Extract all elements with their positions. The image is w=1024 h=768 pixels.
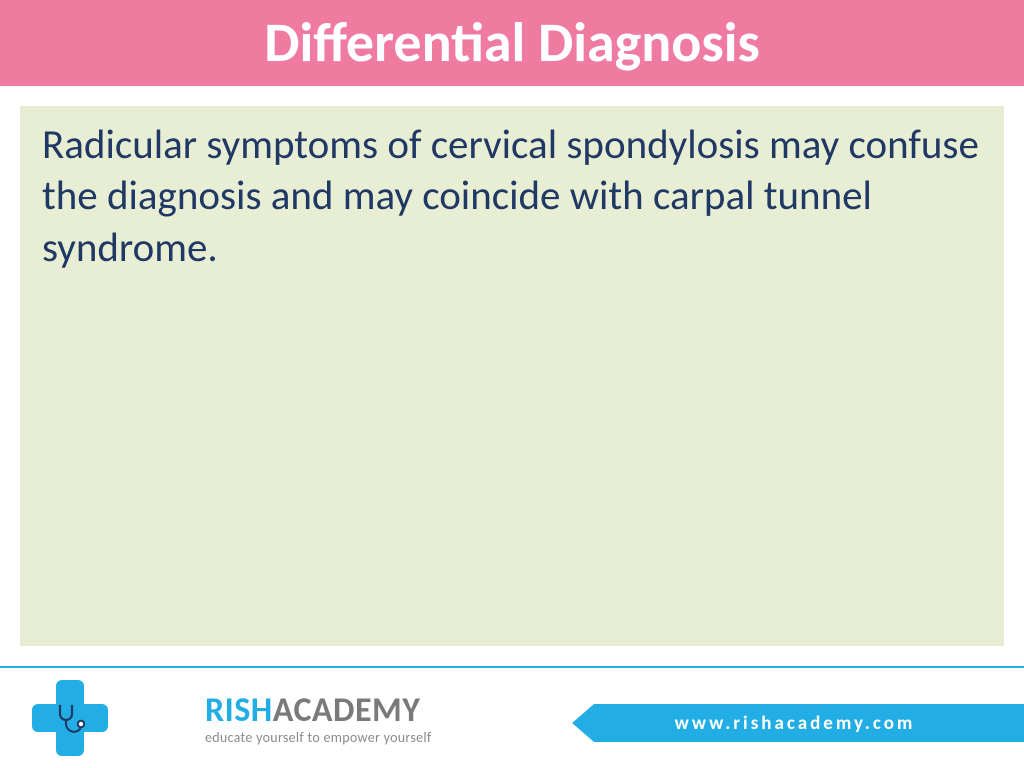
- brand-tagline: educate yourself to empower yourself: [205, 729, 431, 746]
- body-text: Radicular symptoms of cervical spondylos…: [42, 120, 982, 274]
- slide-title-bar: Differential Diagnosis: [0, 0, 1024, 86]
- content-box: Radicular symptoms of cervical spondylos…: [20, 106, 1004, 646]
- logo-plus-icon: [32, 680, 108, 756]
- url-ribbon: www.rishacademy.com: [594, 704, 1024, 742]
- url-text: www.rishacademy.com: [594, 712, 996, 735]
- stethoscope-icon: [54, 702, 86, 734]
- brand-rish: RISH: [205, 690, 273, 731]
- footer: RISHACADEMY educate yourself to empower …: [0, 666, 1024, 768]
- slide-title: Differential Diagnosis: [264, 9, 760, 77]
- brand-text: RISHACADEMY educate yourself to empower …: [205, 690, 431, 746]
- footer-content: RISHACADEMY educate yourself to empower …: [0, 668, 1024, 768]
- brand-name: RISHACADEMY: [205, 690, 431, 731]
- brand-academy: ACADEMY: [273, 690, 421, 731]
